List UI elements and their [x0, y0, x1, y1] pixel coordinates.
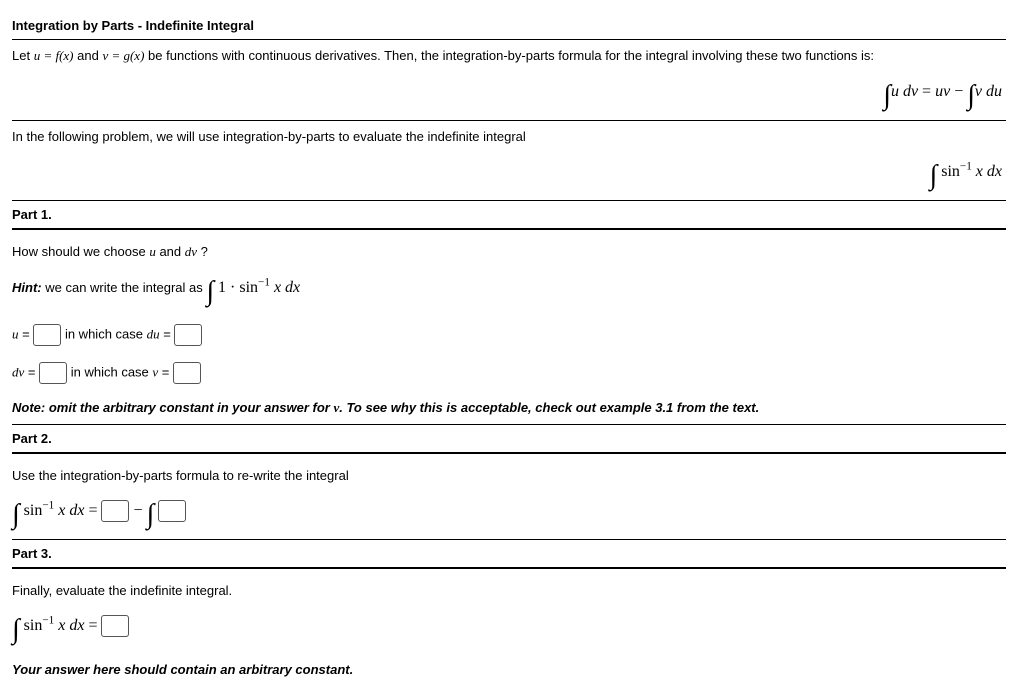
part1-u: u [149, 244, 156, 259]
minus-sign: − [133, 502, 146, 519]
note1: Note: omit the arbitrary constant in you… [12, 392, 1006, 424]
hint-row: Hint: we can write the integral as ∫ 1 ·… [12, 268, 1006, 316]
part2-equation: ∫ sin−1 x dx = − ∫ [12, 491, 1006, 539]
note1-prefix: Note: omit the arbitrary constant in you… [12, 400, 333, 415]
v-input[interactable] [173, 362, 201, 384]
du-eq-label: du [147, 326, 160, 341]
in-which-v: in which case [71, 364, 153, 379]
intro-prefix: Let [12, 48, 34, 63]
part2-heading: Part 2. [12, 425, 1006, 452]
part1-and: and [159, 244, 184, 259]
part2-body: Use the integration-by-parts formula to … [12, 452, 1006, 539]
hint-text: we can write the integral as [45, 280, 206, 295]
part1-body: How should we choose u and dv ? Hint: we… [12, 228, 1006, 424]
part3-equation: ∫ sin−1 x dx = [12, 606, 1006, 654]
part1-q-text: How should we choose [12, 244, 149, 259]
note2: Your answer here should contain an arbit… [12, 654, 1006, 685]
part1-heading: Part 1. [12, 201, 1006, 228]
in-which-du: in which case [65, 326, 147, 341]
part3-body: Finally, evaluate the indefinite integra… [12, 567, 1006, 685]
part1-qmark: ? [201, 244, 208, 259]
intro-and: and [77, 48, 102, 63]
part2-uv-input[interactable] [101, 500, 129, 522]
formula-target: ∫ sin−1 x dx [12, 152, 1006, 200]
part1-dv: dv [185, 244, 197, 259]
v-eq-label: v [152, 364, 158, 379]
part3-heading: Part 3. [12, 540, 1006, 567]
intro-eq-u: u = f(x) [34, 48, 74, 63]
intro-text: Let u = f(x) and v = g(x) be functions w… [12, 40, 1006, 72]
part2-integrand-input[interactable] [158, 500, 186, 522]
dv-row: dv = in which case v = [12, 354, 1006, 392]
dv-eq-label: dv [12, 364, 24, 379]
u-input[interactable] [33, 324, 61, 346]
dv-input[interactable] [39, 362, 67, 384]
hint-formula: ∫ 1 · sin−1 x dx [206, 279, 300, 296]
intro-suffix: be functions with continuous derivatives… [148, 48, 874, 63]
part3-answer-input[interactable] [101, 615, 129, 637]
u-eq-label: u [12, 326, 19, 341]
note1-suffix: . To see why this is acceptable, check o… [339, 400, 759, 415]
lead2-text: In the following problem, we will use in… [12, 121, 1006, 152]
page-title: Integration by Parts - Indefinite Integr… [12, 12, 1006, 39]
intro-eq-v: v = g(x) [102, 48, 144, 63]
hint-label: Hint: [12, 280, 42, 295]
formula-main: ∫u dv = uv − ∫v du [12, 72, 1006, 120]
part3-text: Finally, evaluate the indefinite integra… [12, 575, 1006, 606]
u-row: u = in which case du = [12, 316, 1006, 354]
part2-text: Use the integration-by-parts formula to … [12, 460, 1006, 491]
integral-sym: ∫ [147, 499, 155, 530]
part1-question: How should we choose u and dv ? [12, 236, 1006, 268]
du-input[interactable] [174, 324, 202, 346]
